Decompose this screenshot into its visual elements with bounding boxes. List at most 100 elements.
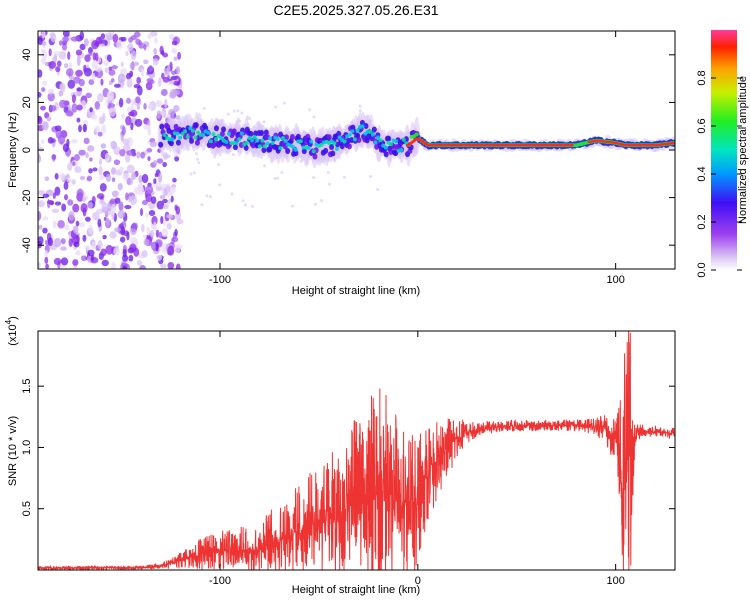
noise-blob [100,78,104,86]
signal-highlight [268,136,273,141]
signal-highlight [337,135,342,140]
noise-blob [161,72,165,80]
signal-highlight [311,149,316,154]
signal-highlight [360,124,365,129]
noise-blob [121,125,126,136]
noise-blob [172,177,177,183]
signal-highlight [185,134,190,139]
y-tick-label: 0 [21,147,33,153]
signal-core [203,125,209,132]
noise-blob [118,201,124,211]
signal-highlight [262,144,267,149]
signal-highlight [334,146,339,151]
signal-highlight [376,135,381,140]
noise-blob [76,55,81,66]
signal-core [339,143,345,150]
noise-blob [101,259,109,267]
signal-highlight [280,136,285,141]
noise-blob [160,88,168,97]
noise-blob [57,134,66,145]
scatter-blob [328,182,332,186]
noise-blob [154,37,158,44]
noise-blob [171,185,176,194]
noise-blob [105,244,114,255]
signal-core [359,119,365,126]
noise-blob [156,110,161,119]
noise-blob [63,63,69,69]
signal-core [326,134,332,141]
signal-highlight [234,141,239,146]
noise-blob [153,47,157,56]
noise-blob [97,131,103,137]
noise-blob [50,138,56,143]
noise-blob [48,48,52,57]
noise-blob [91,60,98,69]
noise-blob [99,175,104,181]
scatter-blob [243,203,247,207]
signal-core [383,151,389,158]
scatter-blob [358,109,362,113]
noise-blob [65,110,74,117]
scatter-blob [326,171,330,175]
noise-blob [101,124,107,134]
colorbar-tick-label: 0.2 [696,214,708,229]
noise-blob [149,229,155,238]
noise-blob [111,177,116,183]
noise-blob [110,203,117,214]
noise-blob [98,157,103,166]
signal-core [283,134,289,141]
noise-blob [130,122,134,131]
signal-highlight [196,130,201,135]
y-tick-label: -20 [21,190,33,206]
noise-blob [40,57,47,65]
noise-blob [106,90,114,101]
noise-blob [145,212,149,219]
signal-highlight [291,145,296,150]
signal-highlight [190,128,195,133]
snr-multiplier-close: ) [7,316,19,320]
noise-blob [68,211,75,221]
noise-blob [147,104,154,110]
noise-blob [42,216,49,221]
noise-blob [122,265,127,269]
signal-highlight [298,139,303,144]
noise-blob [61,203,67,212]
noise-blob [162,204,169,210]
noise-blob [94,125,101,133]
signal-highlight [275,137,280,142]
noise-blob [174,204,178,211]
noise-blob [162,76,170,83]
noise-blob [170,75,178,80]
signal-core [175,139,181,146]
noise-blob [105,173,112,183]
noise-blob [129,195,138,206]
noise-blob [155,186,163,192]
signal-highlight [332,141,337,146]
signal-core [346,143,352,150]
signal-highlight [183,129,188,134]
noise-blob [127,43,134,52]
signal-core [371,126,377,133]
y-tick-label: 40 [21,49,33,61]
signal-highlight [368,129,373,134]
noise-blob [140,68,145,77]
signal-core [232,144,238,151]
noise-blob [121,113,126,119]
noise-blob [158,172,163,183]
signal-highlight [247,135,252,140]
noise-blob [141,223,145,233]
noise-blob [174,244,181,253]
scatter-blob [358,104,362,108]
spectrogram-ticks: -100 100 -40 -20 0 20 40 [21,31,675,286]
noise-blob [72,161,76,166]
signal-highlight [378,138,383,143]
noise-blob [156,158,164,164]
noise-blob [44,256,49,265]
noise-blob [38,37,43,46]
signal-core [168,140,174,147]
signal-highlight [370,132,375,137]
noise-blob [171,237,175,245]
noise-blob [104,152,110,162]
noise-blob [62,36,69,43]
noise-blob [139,208,144,217]
